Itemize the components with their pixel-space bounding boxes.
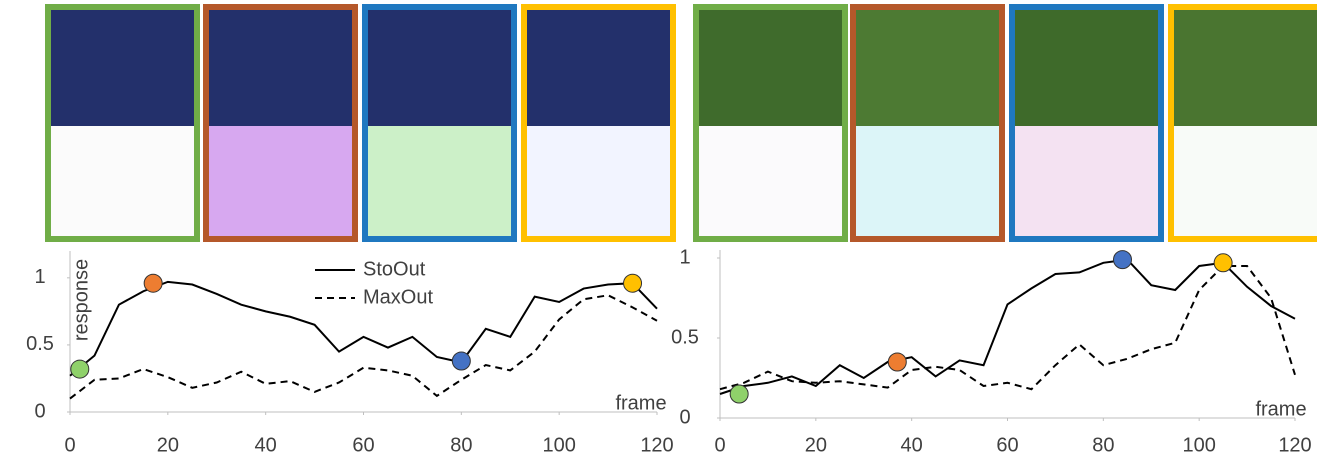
x-tick-label: 120 bbox=[640, 434, 673, 456]
marker bbox=[1114, 251, 1132, 269]
flow-image bbox=[699, 126, 842, 236]
video-frame bbox=[51, 10, 194, 126]
y-tick-label: 1 bbox=[34, 266, 45, 288]
image-panels bbox=[45, 4, 1317, 242]
marker bbox=[730, 385, 748, 403]
marker bbox=[624, 274, 642, 292]
video-frame bbox=[368, 10, 511, 126]
video-frame bbox=[699, 10, 842, 126]
y-tick-label: 0 bbox=[34, 400, 45, 422]
flow-image bbox=[527, 126, 670, 236]
x-tick-label: 80 bbox=[1092, 434, 1114, 456]
line-series bbox=[70, 295, 657, 398]
x-tick-label: 100 bbox=[1182, 434, 1215, 456]
y-tick-label: 0.5 bbox=[671, 326, 699, 348]
x-tick-label: 80 bbox=[450, 434, 472, 456]
flow-image bbox=[368, 126, 511, 236]
x-axis-title: frame bbox=[1255, 398, 1306, 420]
legend-label: MaxOut bbox=[363, 286, 433, 308]
x-tick-label: 40 bbox=[901, 434, 923, 456]
video-frame bbox=[1174, 10, 1317, 126]
y-axis-title: response bbox=[70, 259, 92, 341]
legend-label: StoOut bbox=[363, 258, 426, 280]
x-tick-label: 60 bbox=[996, 434, 1018, 456]
marker bbox=[71, 360, 89, 378]
line-series bbox=[720, 260, 1295, 394]
marker bbox=[888, 353, 906, 371]
flow-image bbox=[51, 126, 194, 236]
flow-image bbox=[1015, 126, 1158, 236]
x-axis-title: frame bbox=[615, 392, 666, 414]
y-tick-label: 0 bbox=[679, 406, 690, 428]
x-tick-label: 0 bbox=[64, 434, 75, 456]
marker bbox=[452, 352, 470, 370]
video-frame bbox=[856, 10, 999, 126]
figure: 00.51020406080100120frameresponseStoOutM… bbox=[0, 0, 1317, 462]
flow-image bbox=[209, 126, 352, 236]
marker bbox=[1214, 254, 1232, 272]
line-series bbox=[720, 266, 1295, 389]
x-tick-label: 40 bbox=[255, 434, 277, 456]
x-tick-label: 120 bbox=[1278, 434, 1311, 456]
flow-image bbox=[1174, 126, 1317, 236]
x-tick-label: 60 bbox=[352, 434, 374, 456]
x-tick-label: 0 bbox=[714, 434, 725, 456]
video-frame bbox=[209, 10, 352, 126]
x-tick-label: 20 bbox=[805, 434, 827, 456]
marker bbox=[144, 274, 162, 292]
x-tick-label: 20 bbox=[157, 434, 179, 456]
flow-image bbox=[856, 126, 999, 236]
y-tick-label: 0.5 bbox=[26, 333, 54, 355]
y-tick-label: 1 bbox=[679, 246, 690, 268]
video-frame bbox=[1015, 10, 1158, 126]
video-frame bbox=[527, 10, 670, 126]
x-tick-label: 100 bbox=[542, 434, 575, 456]
